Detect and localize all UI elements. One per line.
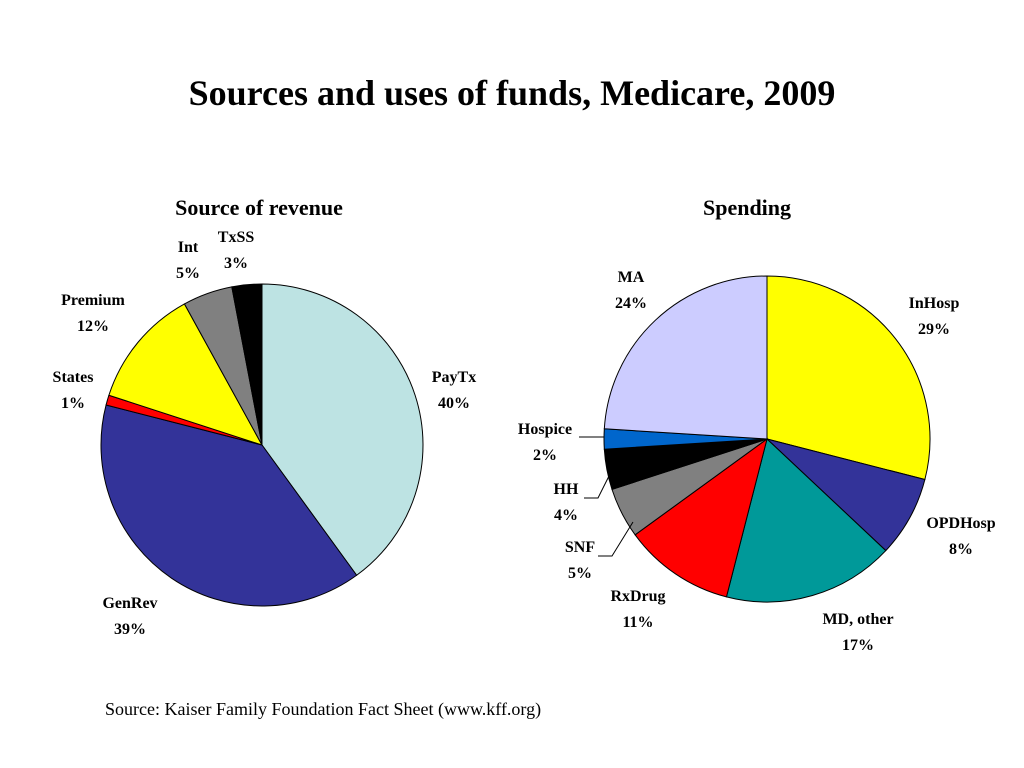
leader-line-hh xyxy=(584,473,611,499)
slice-name-hospice: Hospice xyxy=(518,421,572,438)
pie-slice-ma xyxy=(603,275,768,440)
pie-slice-paytx xyxy=(261,283,424,576)
slice-value-premium: 12% xyxy=(77,318,109,335)
slice-name-states: States xyxy=(53,369,94,386)
revenue-pie-chart: Source of revenue PayTx 40% GenRev 39% States… xyxy=(53,195,477,638)
slice-name-premium: Premium xyxy=(61,292,125,309)
slice-value-genrev: 39% xyxy=(114,621,146,638)
pie-slice-md-other xyxy=(725,438,887,603)
chart-title: Source of revenue xyxy=(175,195,343,220)
slice-name-txss: TxSS xyxy=(218,229,255,246)
slice-name-ma: MA xyxy=(618,269,645,286)
pie-slice-genrev xyxy=(100,404,358,607)
pie-slice-txss xyxy=(231,283,263,446)
source-note: Source: Kaiser Family Foundation Fact Sh… xyxy=(105,699,542,719)
slice-value-hospice: 2% xyxy=(533,447,557,464)
slice-value-opdhosp: 8% xyxy=(949,541,973,558)
pie-slice-premium xyxy=(108,303,264,446)
slice-value-paytx: 40% xyxy=(438,395,470,412)
slice-value-rxdrug: 11% xyxy=(622,614,653,631)
slice-value-txss: 3% xyxy=(224,255,248,272)
pie-slice-inhosp xyxy=(766,275,931,481)
slice-name-rxdrug: RxDrug xyxy=(610,588,665,605)
slice-name-md-other: MD, other xyxy=(822,611,893,628)
slice-value-hh: 4% xyxy=(554,507,578,524)
slice-value-ma: 24% xyxy=(615,295,647,312)
slice-name-snf: SNF xyxy=(565,539,595,556)
spending-pie-chart: Spending InHosp 29% OPDHosp 8% MD, other 17% Rx… xyxy=(518,195,996,654)
slice-value-snf: 5% xyxy=(568,565,592,582)
slice-value-inhosp: 29% xyxy=(918,321,950,338)
pie-slice-rxdrug xyxy=(634,437,768,598)
slice-value-states: 1% xyxy=(61,395,85,412)
slice-value-int: 5% xyxy=(176,265,200,282)
slice-name-paytx: PayTx xyxy=(432,369,476,386)
leader-line-snf xyxy=(598,521,634,557)
slide-title: Sources and uses of funds, Medicare, 200… xyxy=(188,73,836,113)
slice-name-int: Int xyxy=(178,239,199,256)
slice-name-opdhosp: OPDHosp xyxy=(926,515,995,532)
slice-name-hh: HH xyxy=(554,481,579,498)
slice-name-inhosp: InHosp xyxy=(909,295,960,312)
slice-name-genrev: GenRev xyxy=(102,595,157,612)
chart-title: Spending xyxy=(703,195,791,220)
slice-value-md-other: 17% xyxy=(842,637,874,654)
